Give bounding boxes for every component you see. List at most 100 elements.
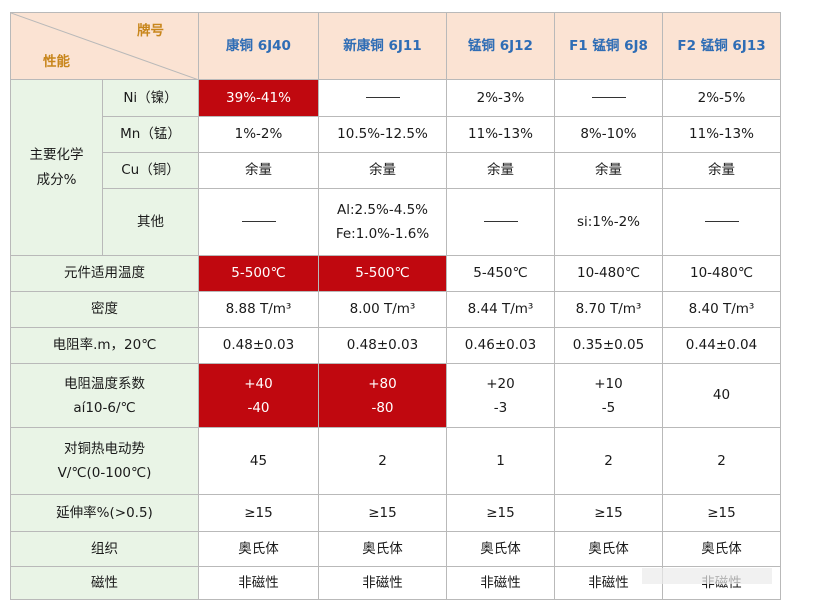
cell-mn-1: 1%-2% — [198, 116, 319, 153]
composition-group-line1: 主要化学 — [29, 146, 84, 163]
dash-mark — [704, 221, 739, 223]
cell-other-2-line2: Fe:1.0%-1.6% — [335, 226, 430, 242]
cell-mn-2: 10.5%-12.5% — [318, 116, 447, 153]
dash-mark — [591, 97, 626, 99]
row-label-thermo-emf: 对铜热电动势 V/℃(0-100℃) — [10, 427, 199, 495]
cell-coef-2-top: +80 — [368, 375, 397, 392]
row-label-thermo-emf-line1: 对铜热电动势 — [64, 441, 145, 457]
cell-emf-2: 2 — [318, 427, 447, 495]
dash-mark — [483, 221, 518, 223]
cell-resist-2: 0.48±0.03 — [318, 327, 447, 364]
alloy-header-1: 康铜 6J40 — [198, 12, 319, 80]
row-label-magnetism: 磁性 — [10, 566, 199, 600]
composition-group-label: 主要化学 成分% — [10, 79, 103, 256]
cell-struct-3: 奥氏体 — [446, 531, 555, 567]
row-label-ni: Ni（镍） — [102, 79, 199, 117]
alloy-header-3: 锰铜 6J12 — [446, 12, 555, 80]
cell-cu-5: 余量 — [662, 152, 781, 189]
cell-cu-3: 余量 — [446, 152, 555, 189]
alloy-header-5: F2 锰铜 6J13 — [662, 12, 781, 80]
cell-struct-2: 奥氏体 — [318, 531, 447, 567]
cell-magnet-2: 非磁性 — [318, 566, 447, 600]
cell-ni-2 — [318, 79, 447, 117]
alloy-properties-table: 牌号 性能 康铜 6J40 新康铜 6J11 锰铜 6J12 F1 锰铜 6J8… — [10, 12, 781, 600]
table-row: 电阻温度系数 aí10-6/℃ +40 -40 +80 -80 +20 -3 +… — [10, 363, 781, 428]
cell-other-5 — [662, 188, 781, 256]
dash-mark — [365, 97, 400, 99]
row-label-temp-coefficient-line2: aí10-6/℃ — [73, 399, 136, 416]
cell-other-1 — [198, 188, 319, 256]
cell-density-4: 8.70 T/m³ — [554, 291, 663, 328]
cell-magnet-3: 非磁性 — [446, 566, 555, 600]
row-label-other: 其他 — [102, 188, 199, 256]
cell-density-3: 8.44 T/m³ — [446, 291, 555, 328]
cell-coef-4-top: +10 — [594, 375, 623, 392]
header-row: 牌号 性能 康铜 6J40 新康铜 6J11 锰铜 6J12 F1 锰铜 6J8… — [10, 12, 781, 80]
cell-ni-4 — [554, 79, 663, 117]
cell-density-5: 8.40 T/m³ — [662, 291, 781, 328]
cell-struct-1: 奥氏体 — [198, 531, 319, 567]
cell-other-4: si:1%-2% — [554, 188, 663, 256]
cell-elong-5: ≥15 — [662, 494, 781, 532]
cell-resist-4: 0.35±0.05 — [554, 327, 663, 364]
row-label-density: 密度 — [10, 291, 199, 328]
corner-header-cell: 牌号 性能 — [10, 12, 199, 80]
cell-emf-1: 45 — [198, 427, 319, 495]
corner-bottom-label: 性能 — [43, 54, 70, 71]
alloy-header-2: 新康铜 6J11 — [318, 12, 447, 80]
row-label-structure: 组织 — [10, 531, 199, 567]
cell-mn-5: 11%-13% — [662, 116, 781, 153]
table-row: 电阻率.m，20℃ 0.48±0.03 0.48±0.03 0.46±0.03 … — [10, 327, 781, 364]
table-row: 延伸率%(>0.5) ≥15 ≥15 ≥15 ≥15 ≥15 — [10, 494, 781, 532]
cell-coef-1: +40 -40 — [198, 363, 319, 428]
cell-coef-3-top: +20 — [486, 375, 515, 392]
cell-struct-5: 奥氏体 — [662, 531, 781, 567]
cell-elong-2: ≥15 — [318, 494, 447, 532]
row-label-temp: 元件适用温度 — [10, 255, 199, 292]
alloy-header-4: F1 锰铜 6J8 — [554, 12, 663, 80]
cell-cu-2: 余量 — [318, 152, 447, 189]
row-label-mn: Mn（锰） — [102, 116, 199, 153]
cell-emf-3: 1 — [446, 427, 555, 495]
cell-cu-4: 余量 — [554, 152, 663, 189]
cell-coef-5: 40 — [662, 363, 781, 428]
row-label-temp-coefficient-line1: 电阻温度系数 — [64, 375, 145, 392]
cell-mn-3: 11%-13% — [446, 116, 555, 153]
cell-coef-1-top: +40 — [244, 375, 273, 392]
cell-elong-1: ≥15 — [198, 494, 319, 532]
cell-resist-1: 0.48±0.03 — [198, 327, 319, 364]
cell-other-2: Al:2.5%-4.5% Fe:1.0%-1.6% — [318, 188, 447, 256]
cell-elong-3: ≥15 — [446, 494, 555, 532]
cell-temp-1: 5-500℃ — [198, 255, 319, 292]
table-row: 密度 8.88 T/m³ 8.00 T/m³ 8.44 T/m³ 8.70 T/… — [10, 291, 781, 328]
cell-coef-4: +10 -5 — [554, 363, 663, 428]
cell-density-1: 8.88 T/m³ — [198, 291, 319, 328]
cell-magnet-1: 非磁性 — [198, 566, 319, 600]
blurred-watermark — [642, 568, 772, 584]
cell-mn-4: 8%-10% — [554, 116, 663, 153]
cell-struct-4: 奥氏体 — [554, 531, 663, 567]
cell-coef-2-bottom: -80 — [371, 399, 394, 416]
cell-coef-3-bottom: -3 — [493, 399, 508, 416]
cell-cu-1: 余量 — [198, 152, 319, 189]
cell-coef-4-bottom: -5 — [601, 399, 616, 416]
composition-group-line2: 成分% — [36, 171, 77, 188]
cell-coef-1-bottom: -40 — [247, 399, 270, 416]
corner-diagonal-line — [11, 13, 199, 80]
cell-other-3 — [446, 188, 555, 256]
cell-temp-3: 5-450℃ — [446, 255, 555, 292]
cell-temp-4: 10-480℃ — [554, 255, 663, 292]
cell-emf-4: 2 — [554, 427, 663, 495]
table-row: Cu（铜） 余量 余量 余量 余量 余量 — [11, 152, 781, 189]
dash-mark — [241, 221, 276, 223]
alloy-properties-table-wrap: 牌号 性能 康铜 6J40 新康铜 6J11 锰铜 6J12 F1 锰铜 6J8… — [10, 12, 781, 600]
row-label-thermo-emf-line2: V/℃(0-100℃) — [57, 465, 152, 481]
cell-ni-1: 39%-41% — [198, 79, 319, 117]
row-label-elongation: 延伸率%(>0.5) — [10, 494, 199, 532]
corner-top-label: 牌号 — [137, 23, 164, 39]
table-row: 主要化学 成分% Ni（镍） 39%-41% 2%-3% 2%-5% — [10, 79, 781, 256]
row-label-resistivity: 电阻率.m，20℃ — [10, 327, 199, 364]
table-row: 对铜热电动势 V/℃(0-100℃) 45 2 1 2 2 — [10, 427, 781, 495]
cell-resist-5: 0.44±0.04 — [662, 327, 781, 364]
row-label-cu: Cu（铜） — [102, 152, 199, 189]
